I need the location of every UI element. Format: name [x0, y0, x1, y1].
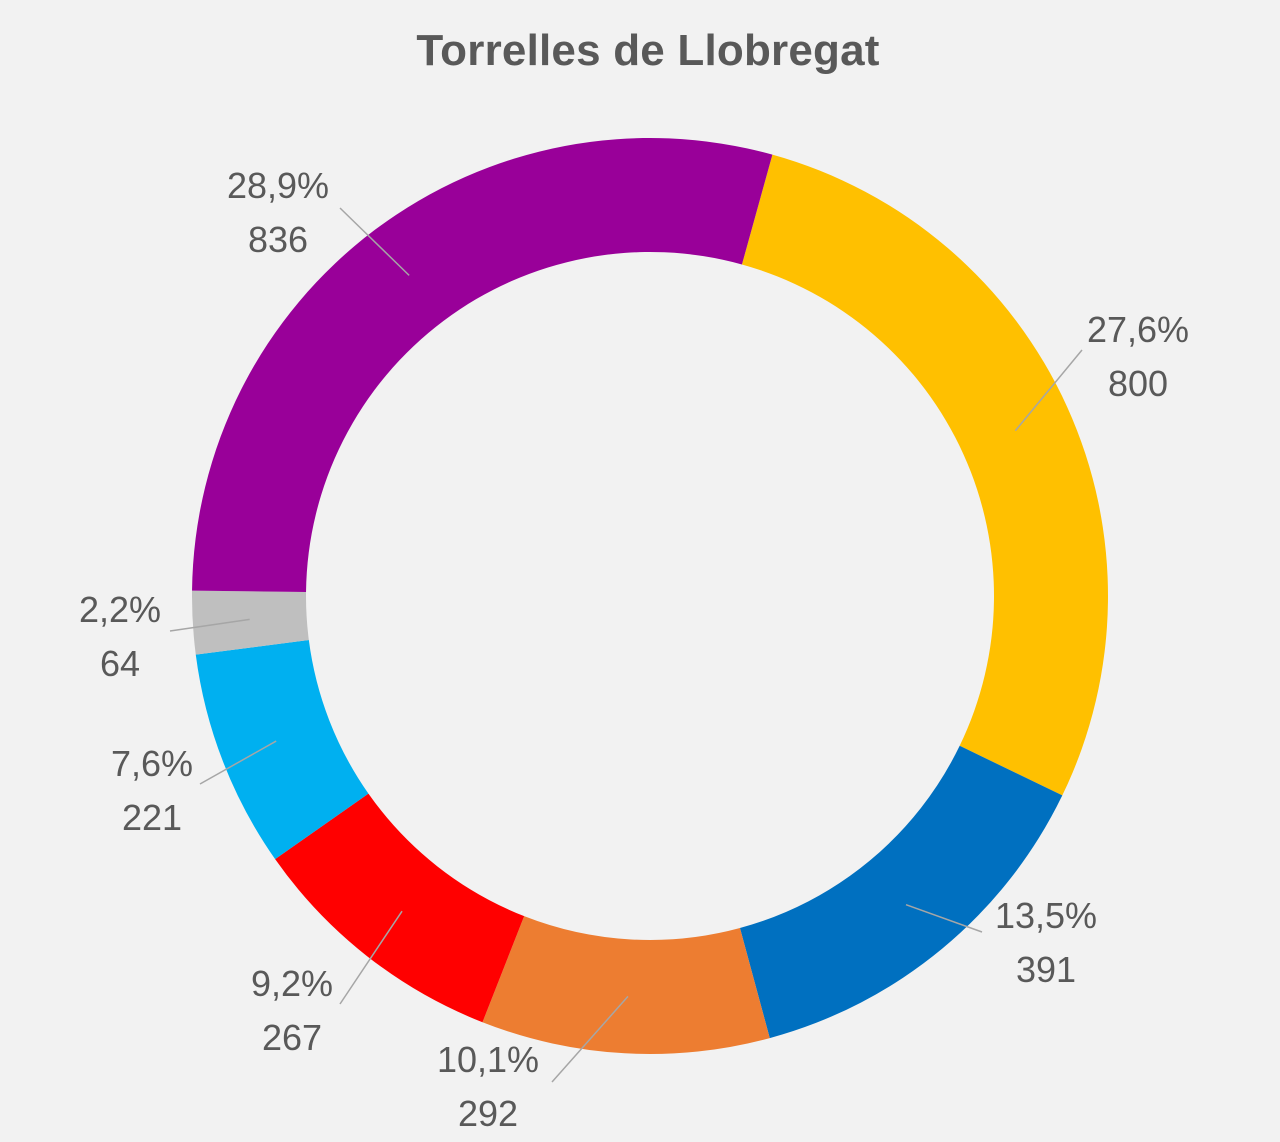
value-label-6: 836 — [248, 219, 308, 260]
leader-line-6 — [339, 207, 410, 276]
leader-line-2 — [551, 995, 629, 1083]
value-label-1: 391 — [1016, 949, 1076, 990]
chart-title: Torrelles de Llobregat — [416, 26, 880, 75]
leader-line-5 — [169, 618, 250, 632]
donut-slice-5 — [192, 590, 309, 655]
donut-slice-3 — [275, 793, 525, 1023]
leader-lines-layer — [169, 207, 1083, 1083]
value-label-5: 64 — [100, 643, 140, 684]
leader-line-1 — [905, 903, 983, 933]
value-label-4: 221 — [122, 797, 182, 838]
value-label-0: 800 — [1108, 363, 1168, 404]
leader-line-0 — [1014, 349, 1083, 432]
percent-label-1: 13,5% — [995, 895, 1097, 936]
value-label-2: 292 — [458, 1093, 518, 1134]
donut-slice-6 — [192, 138, 773, 592]
value-label-3: 267 — [262, 1017, 322, 1058]
leader-line-4 — [199, 740, 277, 785]
percent-label-4: 7,6% — [111, 743, 193, 784]
data-labels-layer: 27,6% 800 13,5% 391 10,1% 292 9,2% 267 7,6% 221 2,… — [79, 165, 1189, 1134]
donut-slice-4 — [195, 640, 369, 860]
percent-label-5: 2,2% — [79, 589, 161, 630]
percent-label-0: 27,6% — [1087, 309, 1189, 350]
percent-label-3: 9,2% — [251, 963, 333, 1004]
percent-label-2: 10,1% — [437, 1039, 539, 1080]
donut-slice-1 — [739, 745, 1063, 1039]
donut-slice-0 — [741, 154, 1108, 796]
percent-label-6: 28,9% — [227, 165, 329, 206]
leader-line-3 — [339, 910, 403, 1005]
donut-slice-2 — [482, 916, 770, 1055]
slices-layer — [192, 138, 1108, 1055]
